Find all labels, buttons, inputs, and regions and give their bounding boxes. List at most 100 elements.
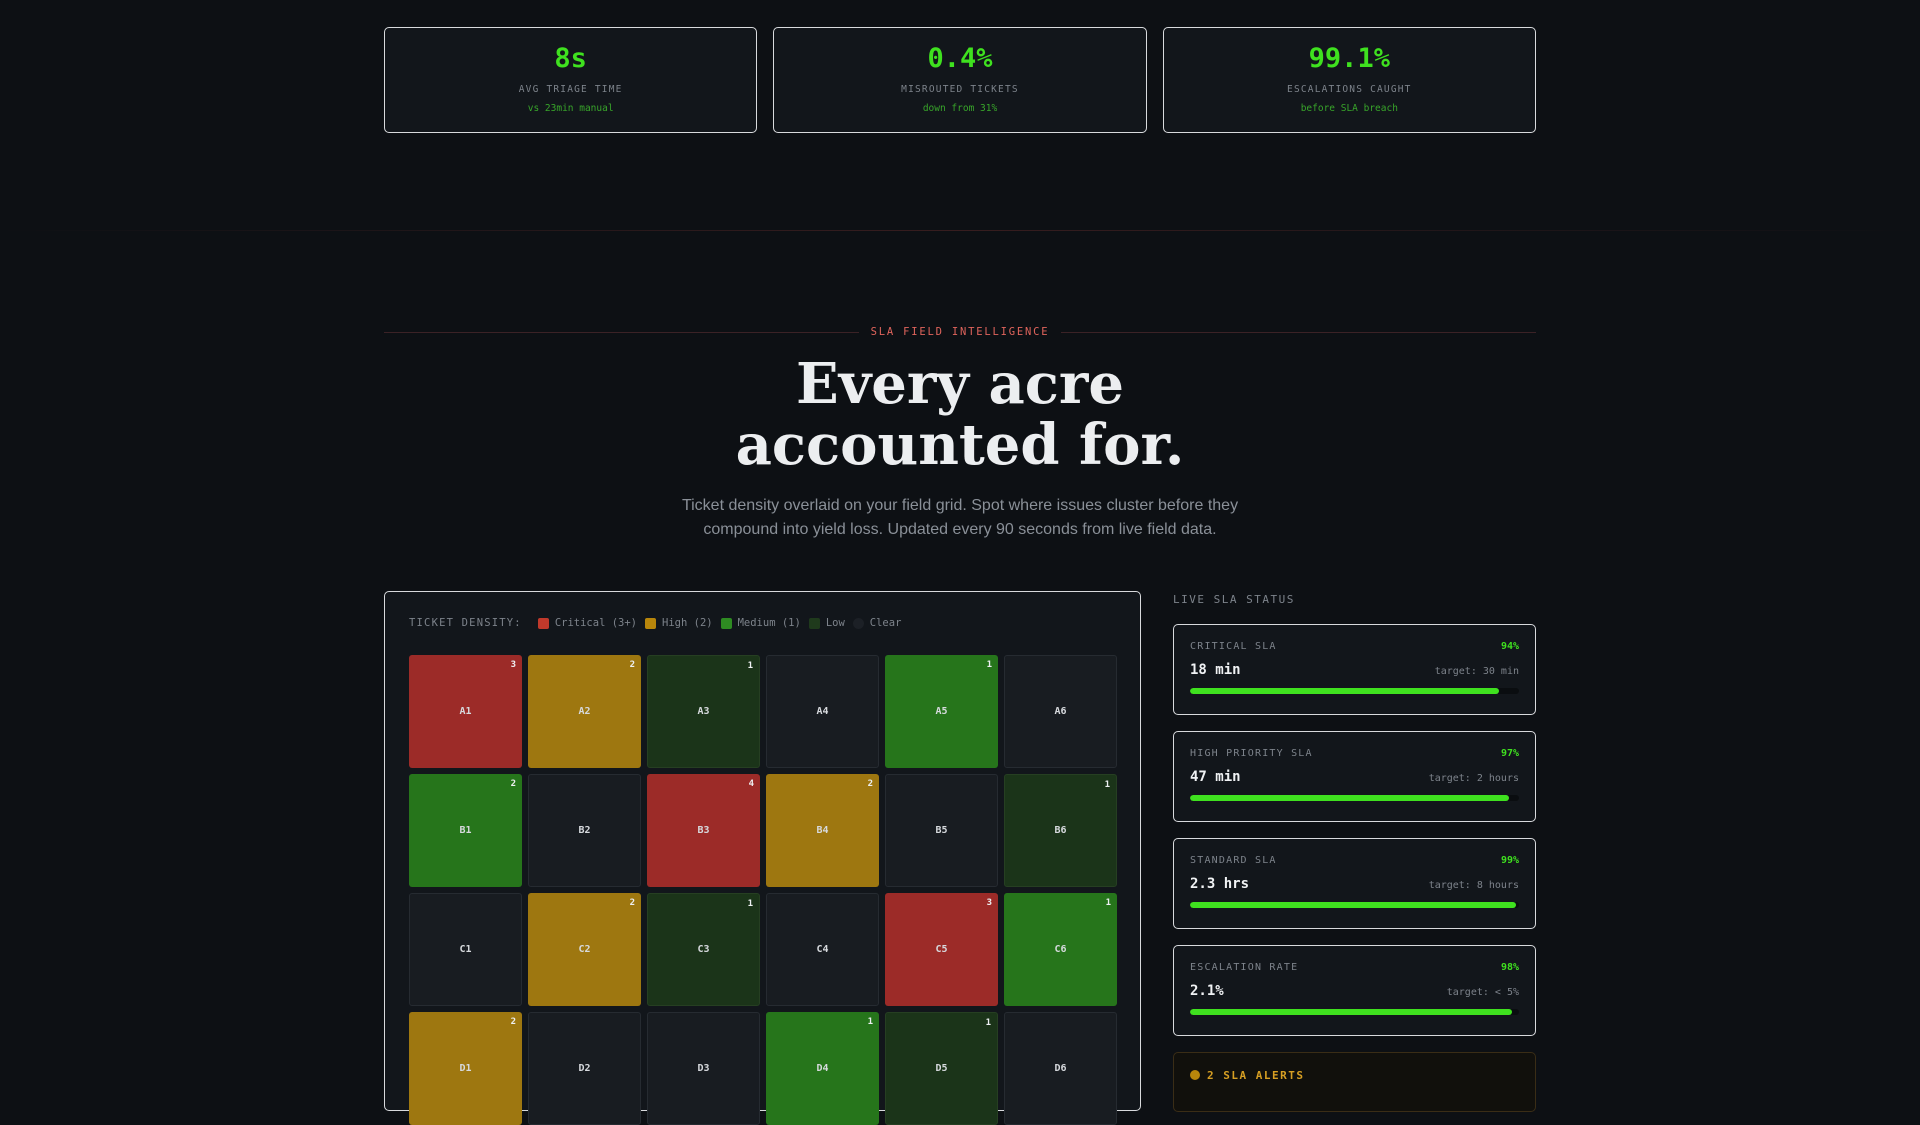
sla-alerts-label: 2 SLA ALERTS bbox=[1207, 1069, 1305, 1082]
grid-cell-d3[interactable]: D3 bbox=[647, 1012, 760, 1125]
cell-ticket-count: 2 bbox=[867, 779, 873, 789]
cell-ticket-count: 3 bbox=[986, 898, 992, 908]
sla-card-header: ESCALATION RATE 98% bbox=[1190, 962, 1519, 973]
grid-cell-b1[interactable]: 2 B1 bbox=[409, 774, 522, 887]
cell-label: B3 bbox=[697, 825, 710, 836]
stat-value: 8s bbox=[554, 43, 587, 74]
stat-subtext: vs 23min manual bbox=[527, 103, 614, 114]
grid-cell-b6[interactable]: 1 B6 bbox=[1004, 774, 1117, 887]
eyebrow-row: SLA FIELD INTELLIGENCE bbox=[384, 326, 1536, 338]
grid-cell-a3[interactable]: 1 A3 bbox=[647, 655, 760, 768]
grid-cell-d1[interactable]: 2 D1 bbox=[409, 1012, 522, 1125]
grid-cell-d5[interactable]: 1 D5 bbox=[885, 1012, 998, 1125]
sla-name: HIGH PRIORITY SLA bbox=[1190, 748, 1313, 759]
cell-label: B5 bbox=[935, 825, 948, 836]
stat-value: 0.4% bbox=[927, 43, 993, 74]
section-divider bbox=[0, 230, 1920, 231]
grid-cell-b4[interactable]: 2 B4 bbox=[766, 774, 879, 887]
grid-cell-d6[interactable]: D6 bbox=[1004, 1012, 1117, 1125]
legend-label: Clear bbox=[869, 617, 902, 629]
stat-card-triage: 8s AVG TRIAGE TIME vs 23min manual bbox=[384, 27, 758, 133]
grid-cell-c2[interactable]: 2 C2 bbox=[528, 893, 641, 1006]
cell-label: D5 bbox=[935, 1063, 948, 1074]
cell-ticket-count: 1 bbox=[985, 1018, 991, 1028]
grid-cell-a1[interactable]: 3 A1 bbox=[409, 655, 522, 768]
grid-cell-d4[interactable]: 1 D4 bbox=[766, 1012, 879, 1125]
stat-label: ESCALATIONS CAUGHT bbox=[1287, 84, 1412, 95]
alert-dot-icon bbox=[1190, 1070, 1200, 1080]
grid-cell-b2[interactable]: B2 bbox=[528, 774, 641, 887]
legend-title: TICKET DENSITY: bbox=[409, 617, 522, 629]
cell-label: A3 bbox=[697, 706, 710, 717]
sla-progress-fill bbox=[1190, 795, 1510, 801]
sla-percent: 99% bbox=[1500, 855, 1519, 866]
grid-cell-c6[interactable]: 1 C6 bbox=[1004, 893, 1117, 1006]
title-line-2: accounted for. bbox=[735, 412, 1185, 478]
legend-item-high: High (2) bbox=[645, 617, 713, 629]
cell-ticket-count: 1 bbox=[1104, 780, 1110, 790]
sla-percent: 97% bbox=[1500, 748, 1519, 759]
sla-value: 2.1% bbox=[1190, 983, 1224, 999]
stat-card-escalations: 99.1% ESCALATIONS CAUGHT before SLA brea… bbox=[1162, 27, 1536, 133]
cell-label: C3 bbox=[697, 944, 710, 955]
legend-label: Critical (3+) bbox=[554, 617, 638, 629]
sla-progress-fill bbox=[1190, 902, 1516, 908]
sla-percent: 98% bbox=[1500, 962, 1519, 973]
cell-label: C5 bbox=[935, 944, 948, 955]
cell-label: D3 bbox=[697, 1063, 710, 1074]
cell-label: A6 bbox=[1054, 706, 1067, 717]
grid-cell-b3[interactable]: 4 B3 bbox=[647, 774, 760, 887]
cell-label: C2 bbox=[578, 944, 591, 955]
grid-cell-c4[interactable]: C4 bbox=[766, 893, 879, 1006]
section-title: Every acre accounted for. bbox=[384, 354, 1536, 476]
sla-target: target: 30 min bbox=[1434, 666, 1519, 677]
grid-cell-b5[interactable]: B5 bbox=[885, 774, 998, 887]
sla-name: STANDARD SLA bbox=[1190, 855, 1277, 866]
grid-cell-a5[interactable]: 1 A5 bbox=[885, 655, 998, 768]
section-eyebrow: SLA FIELD INTELLIGENCE bbox=[870, 326, 1050, 338]
grid-cell-a2[interactable]: 2 A2 bbox=[528, 655, 641, 768]
sla-card-body: 2.1% target: < 5% bbox=[1190, 983, 1519, 999]
sla-target: target: 8 hours bbox=[1428, 880, 1519, 891]
grid-cell-d2[interactable]: D2 bbox=[528, 1012, 641, 1125]
grid-cell-a4[interactable]: A4 bbox=[766, 655, 879, 768]
stats-row: 8s AVG TRIAGE TIME vs 23min manual 0.4% … bbox=[384, 27, 1536, 133]
sla-progress-track bbox=[1190, 902, 1519, 908]
legend-label: Medium (1) bbox=[737, 617, 801, 629]
sla-card-body: 2.3 hrs target: 8 hours bbox=[1190, 876, 1519, 892]
legend-label: Low bbox=[825, 617, 845, 629]
density-legend: TICKET DENSITY: Critical (3+) High (2) M… bbox=[409, 617, 901, 629]
grid-cell-c3[interactable]: 1 C3 bbox=[647, 893, 760, 1006]
sla-progress-track bbox=[1190, 688, 1519, 694]
sla-card-body: 18 min target: 30 min bbox=[1190, 662, 1519, 678]
title-line-1: Every acre bbox=[796, 351, 1124, 417]
cell-label: C6 bbox=[1054, 944, 1067, 955]
cell-ticket-count: 1 bbox=[747, 661, 753, 671]
field-grid: 3 A1 2 A2 1 A3 A4 1 A5 A6 2 B1 B2 4 B3 2 B4 B5 1 B6 C1 2 C2 1 C3… bbox=[409, 655, 1117, 1125]
sla-name: CRITICAL SLA bbox=[1190, 641, 1277, 652]
sla-progress-track bbox=[1190, 795, 1519, 801]
sla-target: target: 2 hours bbox=[1428, 773, 1519, 784]
cell-label: D2 bbox=[578, 1063, 591, 1074]
stat-label: MISROUTED TICKETS bbox=[901, 84, 1019, 95]
legend-item-clear: Clear bbox=[852, 617, 902, 629]
cell-label: B4 bbox=[816, 825, 829, 836]
grid-cell-a6[interactable]: A6 bbox=[1004, 655, 1117, 768]
cell-ticket-count: 2 bbox=[629, 660, 635, 670]
sla-name: ESCALATION RATE bbox=[1190, 962, 1299, 973]
legend-item-medium: Medium (1) bbox=[720, 617, 801, 629]
grid-cell-c5[interactable]: 3 C5 bbox=[885, 893, 998, 1006]
cell-label: D4 bbox=[816, 1063, 829, 1074]
cell-label: A4 bbox=[816, 706, 829, 717]
sla-card-body: 47 min target: 2 hours bbox=[1190, 769, 1519, 785]
stat-value: 99.1% bbox=[1308, 43, 1390, 74]
cell-ticket-count: 2 bbox=[629, 898, 635, 908]
grid-cell-c1[interactable]: C1 bbox=[409, 893, 522, 1006]
cell-ticket-count: 3 bbox=[510, 660, 516, 670]
subtitle-line-2: compound into yield loss. Updated every … bbox=[703, 521, 1217, 538]
cell-ticket-count: 1 bbox=[986, 660, 992, 670]
eyebrow-line-left bbox=[384, 331, 859, 333]
sla-card-high-priority-sla: HIGH PRIORITY SLA 97% 47 min target: 2 hour… bbox=[1173, 731, 1536, 822]
legend-item-critical: Critical (3+) bbox=[537, 617, 638, 629]
sla-alerts-banner[interactable]: 2 SLA ALERTS bbox=[1173, 1052, 1536, 1112]
